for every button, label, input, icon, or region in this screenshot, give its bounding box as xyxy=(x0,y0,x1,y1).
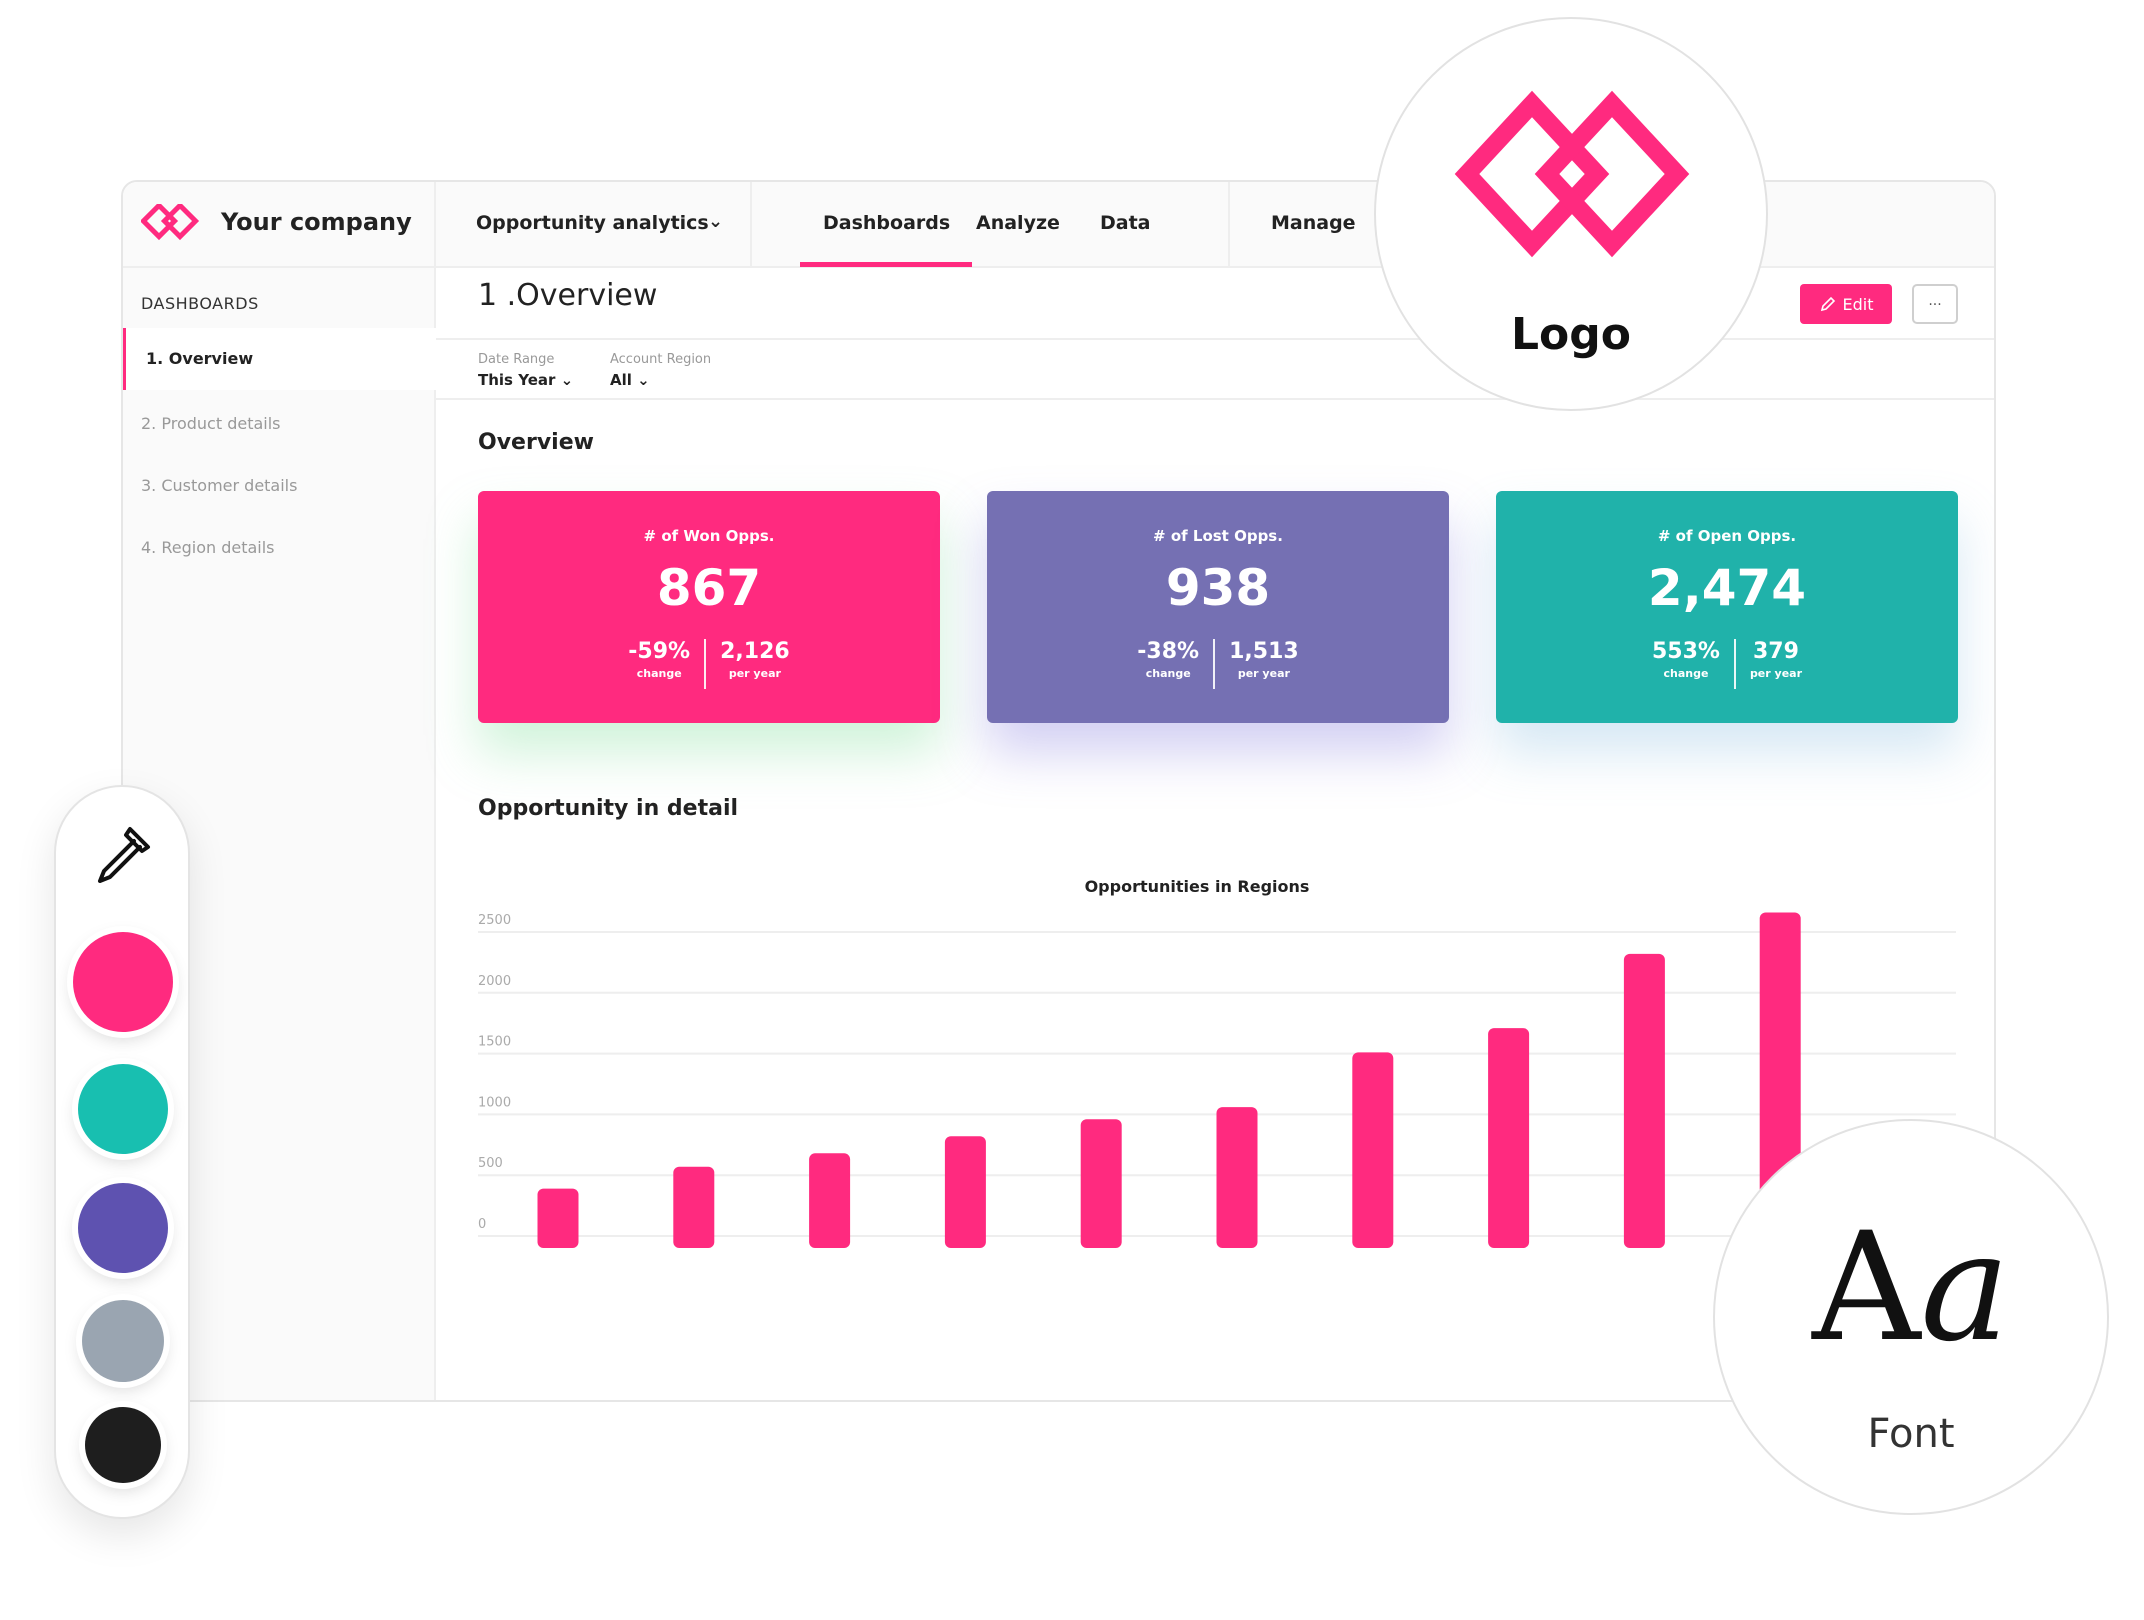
opportunity-detail-heading: Opportunity in detail xyxy=(478,796,739,821)
eyedropper-icon[interactable] xyxy=(90,821,156,887)
chevron-down-icon: ⌄ xyxy=(637,371,650,389)
card-per-year-label: per year xyxy=(1749,667,1803,680)
sidebar-item-region-details[interactable]: 4. Region details xyxy=(141,538,275,557)
sidebar-item-overview[interactable]: 1. Overview xyxy=(123,328,436,390)
chart-bar xyxy=(537,1188,579,1248)
card-value: 938 xyxy=(1165,559,1271,617)
card-label: # of Open Opps. xyxy=(1657,527,1797,545)
lost-opps-card[interactable]: # of Lost Opps. 938 -38% change 1,513 per … xyxy=(987,491,1449,723)
y-tick-label: 1500 xyxy=(478,1035,511,1050)
y-tick-label: 2000 xyxy=(478,974,511,989)
card-per-year: 2,126 xyxy=(720,639,790,664)
analytics-dropdown[interactable]: Opportunity analytics ⌄ xyxy=(436,182,752,266)
sidebar-item-customer-details[interactable]: 3. Customer details xyxy=(141,476,298,495)
page-title: 1 .Overview xyxy=(478,278,658,313)
chevron-down-icon: ⌄ xyxy=(560,371,574,389)
card-value: 2,474 xyxy=(1647,559,1807,617)
swatch-black[interactable] xyxy=(85,1407,161,1483)
sidebar-item-label: 1. Overview xyxy=(146,349,254,368)
chart-bar xyxy=(1623,953,1665,1248)
bar-chart: Opportunities in Regions 0 500 1000 1500 2000… xyxy=(478,877,1956,1248)
sidebar-heading: DASHBOARDS xyxy=(141,294,259,313)
chart-bar xyxy=(673,1166,715,1248)
swatch-gray[interactable] xyxy=(82,1300,164,1382)
sidebar-item-product-details[interactable]: 2. Product details xyxy=(141,414,281,433)
chevron-down-icon: ⌄ xyxy=(708,211,724,232)
won-opps-card[interactable]: # of Won Opps. 867 -59% change 2,126 per y… xyxy=(478,491,940,723)
tab-data[interactable]: Data xyxy=(1100,212,1151,234)
opportunities-chart: Opportunities in Regions 0 500 1000 1500 2000… xyxy=(436,828,1994,1288)
chart-bar xyxy=(1080,1119,1122,1248)
font-badge[interactable]: Aa Font xyxy=(1713,1119,2109,1515)
font-sample: Aa xyxy=(1812,1201,2010,1375)
card-label: # of Won Opps. xyxy=(643,527,775,545)
chart-bar xyxy=(1488,1028,1530,1248)
card-change: -59% xyxy=(628,639,691,664)
edit-button[interactable]: Edit xyxy=(1800,284,1892,324)
card-per-year: 1,513 xyxy=(1229,639,1299,664)
color-palette xyxy=(54,785,190,1519)
date-range-filter[interactable]: Date Range This Year ⌄ xyxy=(478,352,573,389)
chart-title: Opportunities in Regions xyxy=(1085,877,1310,896)
card-per-year: 379 xyxy=(1753,639,1799,664)
filter-label: Account Region xyxy=(610,352,712,367)
tab-dashboards[interactable]: Dashboards xyxy=(823,212,951,234)
pencil-icon xyxy=(1820,296,1835,312)
y-tick-label: 0 xyxy=(478,1217,486,1232)
card-per-year-label: per year xyxy=(728,667,781,680)
tab-manage[interactable]: Manage xyxy=(1271,212,1356,234)
main-content: 1 .Overview Edit ... Date Range This Yea… xyxy=(436,268,1994,1400)
active-tab-indicator xyxy=(800,262,972,267)
edit-button-label: Edit xyxy=(1842,294,1874,314)
card-value: 867 xyxy=(656,559,762,617)
y-tick-label: 500 xyxy=(478,1156,503,1171)
font-badge-label: Font xyxy=(1867,1411,1955,1457)
divider xyxy=(1213,639,1216,689)
more-options-button[interactable]: ... xyxy=(1912,284,1958,324)
card-change-label: change xyxy=(1663,667,1709,680)
divider xyxy=(436,338,1994,340)
account-region-filter[interactable]: Account Region All ⌄ xyxy=(610,352,711,389)
chart-bar xyxy=(809,1153,851,1248)
card-change: -38% xyxy=(1137,639,1200,664)
card-change: 553% xyxy=(1651,639,1720,664)
swatch-pink[interactable] xyxy=(73,932,173,1032)
tab-analyze[interactable]: Analyze xyxy=(976,212,1060,234)
chart-bar xyxy=(944,1136,986,1248)
card-change-label: change xyxy=(636,667,682,680)
logo-badge-label: Logo xyxy=(1511,309,1631,360)
brand-header[interactable]: Your company xyxy=(123,182,436,268)
divider xyxy=(436,398,1994,400)
logo-mark-icon xyxy=(1454,90,1690,258)
company-logo-icon xyxy=(141,204,200,241)
y-tick-label: 2500 xyxy=(478,913,511,928)
divider xyxy=(704,639,707,689)
chart-bar xyxy=(1352,1052,1394,1248)
y-tick-label: 1000 xyxy=(478,1095,511,1110)
divider xyxy=(1733,639,1736,689)
filter-value: This Year xyxy=(478,371,556,389)
overview-heading: Overview xyxy=(478,430,594,455)
filter-label: Date Range xyxy=(478,352,555,367)
card-label: # of Lost Opps. xyxy=(1153,527,1283,545)
chart-bar xyxy=(1216,1107,1258,1248)
company-name: Your company xyxy=(221,208,412,236)
logo-badge[interactable]: Logo xyxy=(1374,17,1768,411)
card-change-label: change xyxy=(1145,667,1191,680)
swatch-teal[interactable] xyxy=(78,1064,168,1154)
card-per-year-label: per year xyxy=(1237,667,1290,680)
swatch-purple[interactable] xyxy=(78,1183,168,1273)
filter-value: All xyxy=(610,371,632,389)
nav-divider xyxy=(1228,182,1230,266)
open-opps-card[interactable]: # of Open Opps. 2,474 553% change 379 per … xyxy=(1496,491,1958,723)
analytics-dropdown-label: Opportunity analytics xyxy=(476,212,709,234)
